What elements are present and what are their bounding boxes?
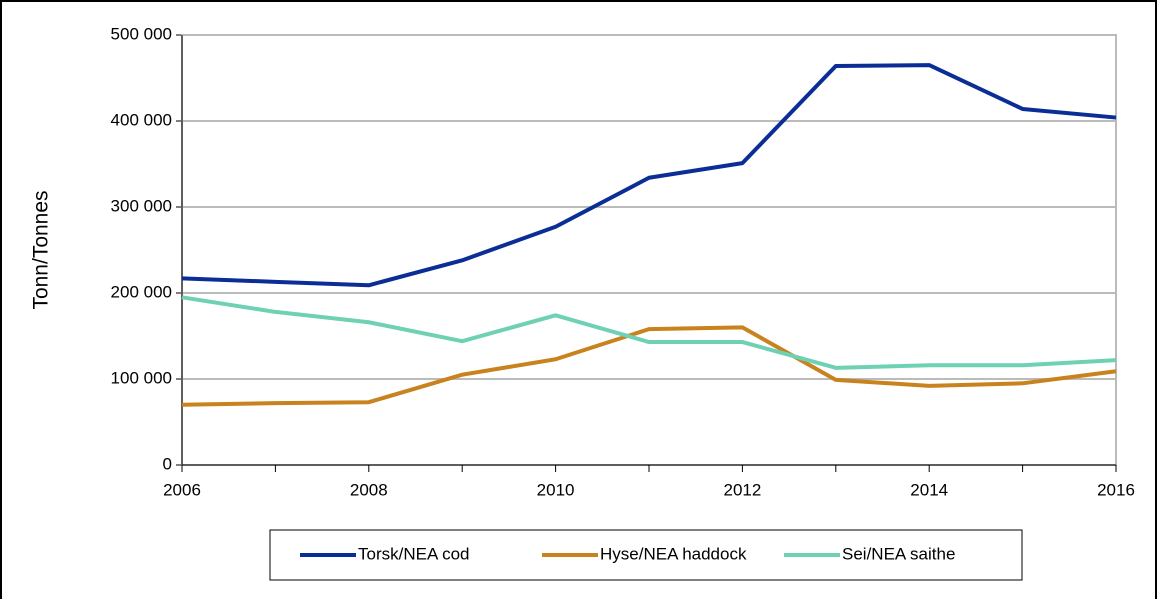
x-tick-label: 2012 [723, 480, 761, 499]
y-tick-label: 300 000 [111, 196, 172, 215]
series-line [181, 325, 1117, 407]
y-tick-label: 100 000 [111, 368, 172, 387]
plot-border [181, 34, 1117, 466]
y-tick-label: 0 [163, 454, 172, 473]
y-axis-label: Tonn/Tonnes [30, 190, 53, 309]
legend-label: Sei/NEA saithe [842, 544, 955, 563]
y-tick-label: 500 000 [111, 24, 172, 43]
legend-box [269, 529, 1023, 581]
x-tick-label: 2010 [537, 480, 575, 499]
x-tick-label: 2016 [1097, 480, 1135, 499]
x-tick-label: 2014 [910, 480, 948, 499]
legend-label: Torsk/NEA cod [358, 544, 470, 563]
legend-label: Hyse/NEA haddock [600, 544, 747, 563]
y-tick-label: 200 000 [111, 282, 172, 301]
y-tick-label: 400 000 [111, 110, 172, 129]
x-tick-label: 2006 [163, 480, 201, 499]
series-line [181, 63, 1117, 288]
series-line [181, 295, 1117, 370]
x-tick-label: 2008 [350, 480, 388, 499]
